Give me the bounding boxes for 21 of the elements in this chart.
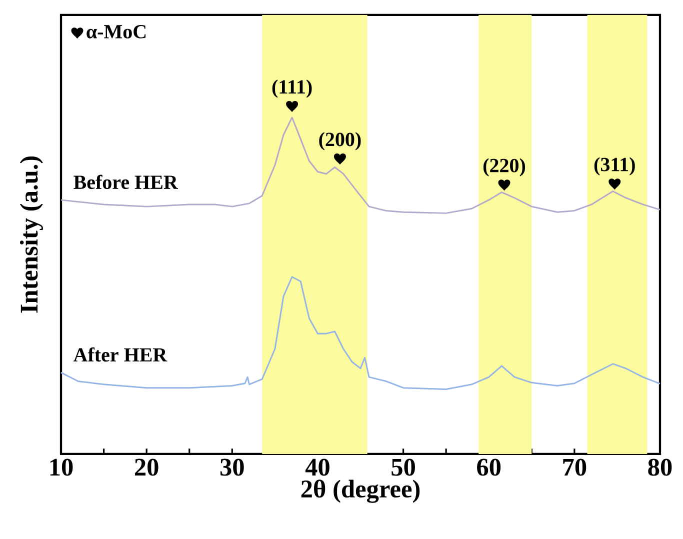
point bbox=[334, 154, 346, 165]
y-axis-title: Intensity (a.u.) bbox=[20, 156, 43, 313]
annotation: (111) bbox=[272, 80, 312, 98]
x-tick-label: 30 bbox=[220, 458, 244, 476]
point bbox=[498, 180, 510, 191]
x-axis-title: 2θ (degree) bbox=[301, 480, 420, 503]
x-tick-label: 70 bbox=[563, 458, 586, 476]
x-tick-label: 50 bbox=[392, 458, 415, 476]
series-label: Before HER bbox=[74, 174, 178, 190]
series-label: After HER bbox=[73, 347, 168, 362]
x-tick-label: 60 bbox=[477, 458, 501, 476]
annotation: (220) bbox=[483, 158, 526, 176]
point bbox=[608, 178, 621, 190]
annotation: (311) bbox=[594, 157, 635, 176]
x-tick-label: 10 bbox=[50, 458, 73, 476]
annotation: (200) bbox=[319, 132, 361, 150]
x-tick-label: 80 bbox=[648, 458, 672, 476]
x-tick-label: 20 bbox=[134, 458, 158, 476]
point bbox=[286, 100, 298, 112]
x-tick-label: 40 bbox=[305, 458, 330, 476]
legend-label: α-MoC bbox=[86, 24, 146, 38]
